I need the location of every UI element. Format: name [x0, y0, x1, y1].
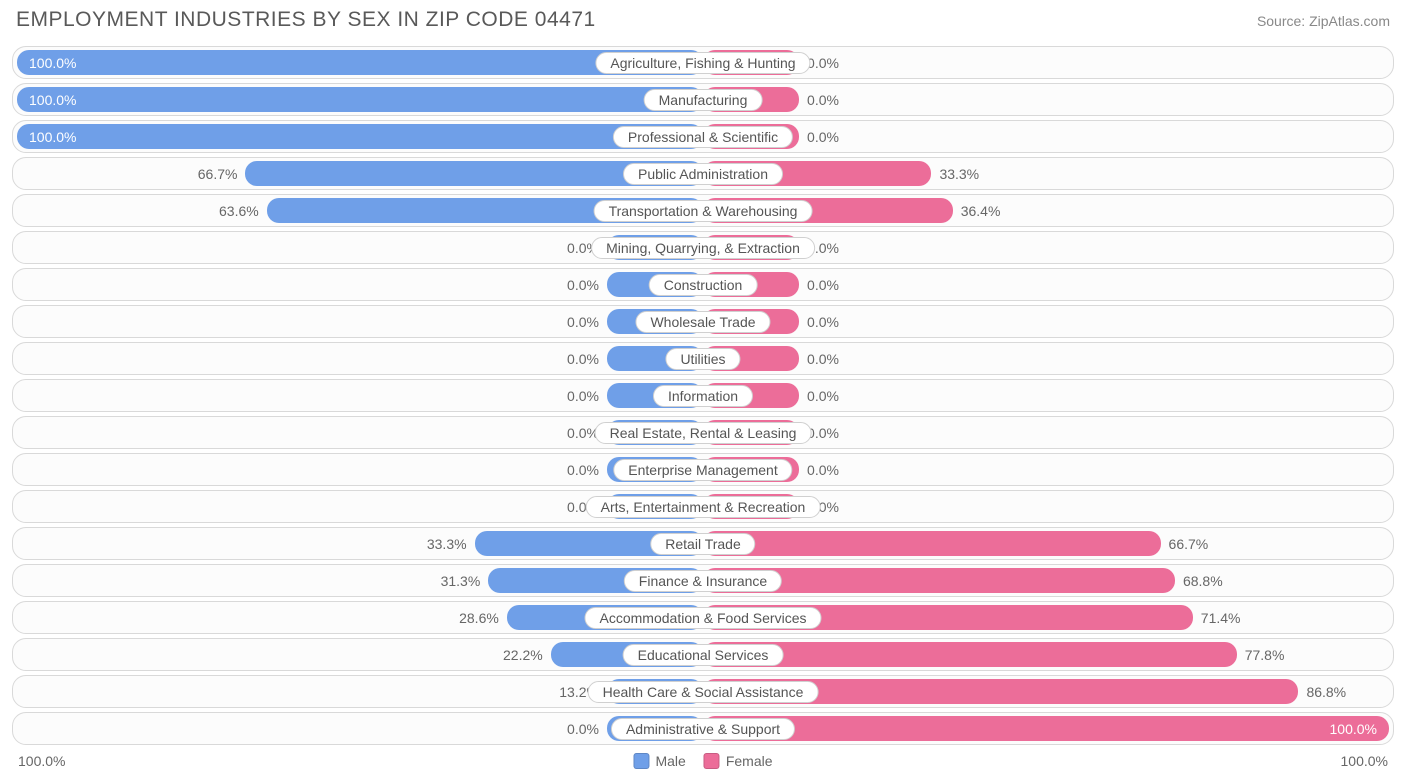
- category-label: Enterprise Management: [613, 459, 792, 481]
- category-label: Wholesale Trade: [635, 311, 770, 333]
- chart-row: 22.2% 77.8% Educational Services: [12, 638, 1394, 671]
- female-bar: [703, 531, 1161, 556]
- category-label: Utilities: [665, 348, 740, 370]
- category-label: Mining, Quarrying, & Extraction: [591, 237, 815, 259]
- chart-row: 0.0%0.0%Real Estate, Rental & Leasing: [12, 416, 1394, 449]
- female-bar: [703, 716, 1389, 741]
- chart-legend: Male Female: [633, 753, 772, 769]
- female-value: 0.0%: [807, 462, 839, 478]
- male-value: 100.0%: [29, 129, 76, 145]
- chart-row: 0.0%0.0%Arts, Entertainment & Recreation: [12, 490, 1394, 523]
- chart-row: 0.0% 100.0% Administrative & Support: [12, 712, 1394, 745]
- female-value: 86.8%: [1306, 684, 1346, 700]
- category-label: Professional & Scientific: [613, 126, 793, 148]
- female-value: 100.0%: [1330, 721, 1377, 737]
- male-value: 0.0%: [567, 351, 599, 367]
- female-value: 66.7%: [1169, 536, 1209, 552]
- chart-row: 100.0% 0.0% Professional & Scientific: [12, 120, 1394, 153]
- chart-row: 0.0% 0.0% Wholesale Trade: [12, 305, 1394, 338]
- category-label: Health Care & Social Assistance: [588, 681, 819, 703]
- male-value: 100.0%: [29, 55, 76, 71]
- category-label: Public Administration: [623, 163, 783, 185]
- male-bar: [17, 87, 703, 112]
- scale-right-label: 100.0%: [1341, 753, 1388, 769]
- male-value: 0.0%: [567, 277, 599, 293]
- female-value: 71.4%: [1201, 610, 1241, 626]
- category-label: Information: [653, 385, 753, 407]
- category-label: Retail Trade: [650, 533, 755, 555]
- chart-row: 63.6% 36.4% Transportation & Warehousing: [12, 194, 1394, 227]
- male-value: 28.6%: [459, 610, 499, 626]
- male-value: 63.6%: [219, 203, 259, 219]
- female-value: 36.4%: [961, 203, 1001, 219]
- chart-row: 13.2%86.8%Health Care & Social Assistanc…: [12, 675, 1394, 708]
- male-value: 33.3%: [427, 536, 467, 552]
- male-value: 0.0%: [567, 721, 599, 737]
- male-value: 22.2%: [503, 647, 543, 663]
- female-value: 33.3%: [939, 166, 979, 182]
- category-label: Arts, Entertainment & Recreation: [586, 496, 821, 518]
- legend-female-label: Female: [726, 753, 773, 769]
- diverging-bar-chart: 100.0%0.0%Agriculture, Fishing & Hunting…: [12, 46, 1394, 745]
- female-value: 0.0%: [807, 92, 839, 108]
- category-label: Real Estate, Rental & Leasing: [595, 422, 812, 444]
- chart-row: 0.0% 0.0% Construction: [12, 268, 1394, 301]
- chart-row: 28.6% 71.4% Accommodation & Food Services: [12, 601, 1394, 634]
- female-value: 68.8%: [1183, 573, 1223, 589]
- female-value: 0.0%: [807, 55, 839, 71]
- chart-row: 0.0%0.0%Mining, Quarrying, & Extraction: [12, 231, 1394, 264]
- category-label: Manufacturing: [644, 89, 763, 111]
- category-label: Finance & Insurance: [624, 570, 782, 592]
- male-swatch-icon: [633, 753, 649, 769]
- legend-male: Male: [633, 753, 685, 769]
- female-swatch-icon: [704, 753, 720, 769]
- chart-row: 31.3% 68.8% Finance & Insurance: [12, 564, 1394, 597]
- male-value: 66.7%: [198, 166, 238, 182]
- male-value: 100.0%: [29, 92, 76, 108]
- chart-header: EMPLOYMENT INDUSTRIES BY SEX IN ZIP CODE…: [12, 8, 1394, 32]
- female-value: 0.0%: [807, 425, 839, 441]
- scale-left-label: 100.0%: [18, 753, 65, 769]
- chart-row: 100.0% 0.0%Agriculture, Fishing & Hunting: [12, 46, 1394, 79]
- male-value: 0.0%: [567, 462, 599, 478]
- category-label: Agriculture, Fishing & Hunting: [595, 52, 810, 74]
- male-value: 0.0%: [567, 314, 599, 330]
- category-label: Educational Services: [623, 644, 784, 666]
- category-label: Transportation & Warehousing: [594, 200, 813, 222]
- female-value: 0.0%: [807, 314, 839, 330]
- chart-row: 0.0% 0.0% Utilities: [12, 342, 1394, 375]
- category-label: Administrative & Support: [611, 718, 795, 740]
- female-value: 0.0%: [807, 351, 839, 367]
- female-value: 0.0%: [807, 388, 839, 404]
- category-label: Construction: [649, 274, 758, 296]
- male-bar: [17, 124, 703, 149]
- male-value: 31.3%: [441, 573, 481, 589]
- chart-row: 100.0% 0.0% Manufacturing: [12, 83, 1394, 116]
- female-value: 0.0%: [807, 277, 839, 293]
- chart-row: 0.0% 0.0% Information: [12, 379, 1394, 412]
- chart-row: 0.0% 0.0% Enterprise Management: [12, 453, 1394, 486]
- legend-female: Female: [704, 753, 773, 769]
- female-value: 77.8%: [1245, 647, 1285, 663]
- female-value: 0.0%: [807, 129, 839, 145]
- legend-male-label: Male: [655, 753, 685, 769]
- male-value: 0.0%: [567, 388, 599, 404]
- chart-row: 66.7% 33.3% Public Administration: [12, 157, 1394, 190]
- category-label: Accommodation & Food Services: [585, 607, 822, 629]
- chart-row: 33.3% 66.7% Retail Trade: [12, 527, 1394, 560]
- chart-source: Source: ZipAtlas.com: [1257, 13, 1390, 29]
- chart-title: EMPLOYMENT INDUSTRIES BY SEX IN ZIP CODE…: [16, 8, 596, 32]
- chart-footer: 100.0% Male Female 100.0%: [12, 749, 1394, 769]
